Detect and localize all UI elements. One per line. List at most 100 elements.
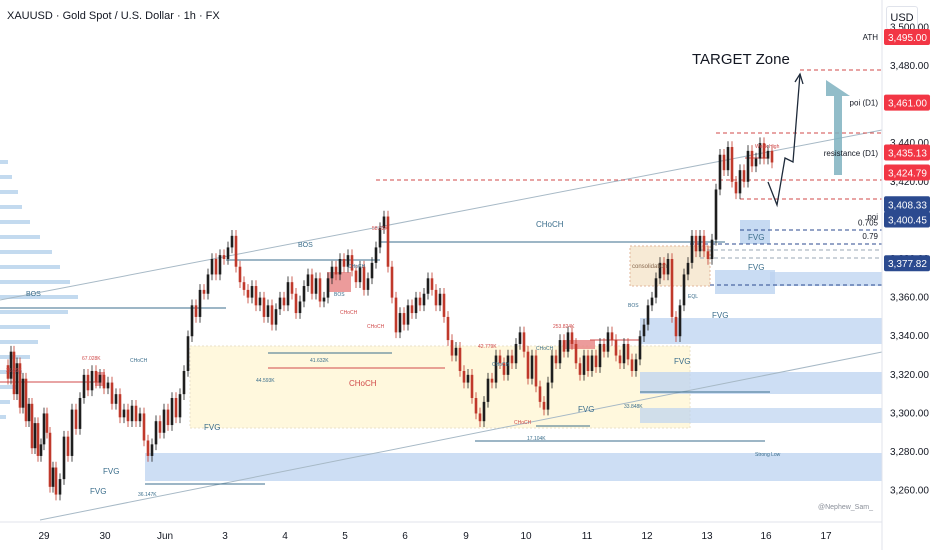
price-tag: 3,495.00 — [884, 28, 930, 45]
x-tick-label: 13 — [701, 531, 713, 542]
x-tick-label: 5 — [342, 531, 348, 542]
x-tick-label: 4 — [282, 531, 288, 542]
candle-body — [298, 301, 302, 314]
candle-body — [582, 355, 586, 375]
candle-body — [138, 413, 142, 422]
price-tag: 3,408.33 — [884, 196, 930, 213]
candle-body — [530, 355, 534, 379]
y-tick-label: 3,260.00 — [890, 486, 929, 497]
candle-body — [546, 382, 550, 410]
price-tag: 3,461.00 — [884, 94, 930, 111]
candle-body — [578, 363, 582, 375]
candle-body — [290, 282, 294, 294]
annotation-5: Weak High — [755, 144, 780, 150]
candle-body — [27, 403, 31, 422]
candle-body — [770, 150, 774, 163]
svg-text:CHoCH: CHoCH — [340, 310, 358, 316]
candle-body — [414, 297, 418, 314]
annotation-2: BOS — [298, 242, 313, 249]
candle-body — [45, 413, 49, 433]
annotation-11: 36.147K — [138, 492, 157, 498]
candle-body — [338, 259, 342, 275]
x-tick-label: 9 — [463, 531, 469, 542]
candle-body — [238, 266, 242, 283]
candle-body — [642, 324, 646, 337]
svg-text:FVG: FVG — [90, 487, 106, 496]
candle-body — [126, 409, 130, 422]
price-tag-value: 3,424.79 — [888, 169, 927, 180]
candle-body — [510, 355, 514, 364]
candle-body — [398, 313, 402, 333]
candle-body — [174, 398, 178, 418]
candle-body — [766, 150, 770, 159]
candle-body — [382, 216, 386, 229]
candle-body — [51, 467, 55, 487]
svg-text:CHoCH: CHoCH — [367, 324, 385, 330]
candle-body — [354, 270, 358, 283]
candle-body — [166, 409, 170, 426]
candle-body — [86, 374, 90, 391]
y-tick-label: 3,420.00 — [890, 177, 929, 188]
candle-body — [254, 286, 258, 306]
candle-body — [606, 332, 610, 352]
candle-body — [346, 255, 350, 267]
candle-body — [182, 370, 186, 395]
candle-body — [190, 305, 194, 337]
candle-body — [638, 336, 642, 360]
price-tags: 3,495.00 3,461.00 3,435.13 3,424.79 3,408.33… — [884, 28, 930, 272]
fvg-zone-5 — [770, 272, 882, 286]
candle-body — [358, 266, 362, 283]
candle-body — [522, 332, 526, 352]
candle-body — [718, 154, 722, 190]
candle-body — [198, 289, 202, 317]
x-tick-label: 11 — [582, 531, 593, 542]
candle-body — [42, 413, 46, 445]
candle-body — [178, 394, 182, 418]
candle-body — [102, 374, 106, 389]
candle-body — [714, 189, 718, 240]
candle-body — [314, 278, 318, 294]
candle-body — [278, 297, 282, 310]
candle-body — [526, 351, 530, 379]
candle-body — [6, 365, 10, 379]
level-label: poi (D1) — [850, 99, 879, 108]
annotation-7: 58.92K — [372, 226, 389, 232]
candle-body — [242, 282, 246, 290]
svg-text:FVG: FVG — [748, 263, 764, 272]
volume-profile — [0, 160, 78, 419]
candle-body — [422, 293, 426, 306]
candle-body — [650, 297, 654, 306]
level-lines — [376, 69, 882, 286]
candle-body — [610, 332, 614, 341]
y-tick-label: 3,440.00 — [890, 138, 929, 149]
candle-body — [378, 228, 382, 248]
candle-body — [170, 398, 174, 426]
y-tick-label: 3,280.00 — [890, 447, 929, 458]
candle-body — [54, 467, 58, 495]
candle-body — [410, 305, 414, 314]
candle-body — [694, 235, 698, 252]
candle-body — [750, 150, 754, 167]
candle-body — [36, 423, 40, 456]
candle-body — [302, 286, 306, 302]
candle-body — [246, 289, 250, 298]
candle-body — [154, 421, 158, 445]
candle-body — [462, 370, 466, 383]
candle-body — [110, 382, 114, 404]
candle-body — [666, 259, 670, 275]
candle-body — [602, 343, 606, 352]
y-tick-label: 3,300.00 — [890, 408, 929, 419]
candle-body — [90, 370, 94, 391]
candle-body — [134, 405, 138, 422]
candle-body — [122, 409, 126, 418]
candle-body — [710, 239, 714, 259]
candle-body — [618, 355, 622, 364]
candle-body — [570, 332, 574, 344]
annotation-9: 25.39K — [6, 368, 23, 374]
candle-body — [558, 340, 562, 364]
level-label: 0.79 — [862, 232, 878, 241]
candle-body — [478, 413, 482, 422]
candle-body — [206, 274, 210, 294]
price-tag: 3,424.79 — [884, 164, 930, 181]
